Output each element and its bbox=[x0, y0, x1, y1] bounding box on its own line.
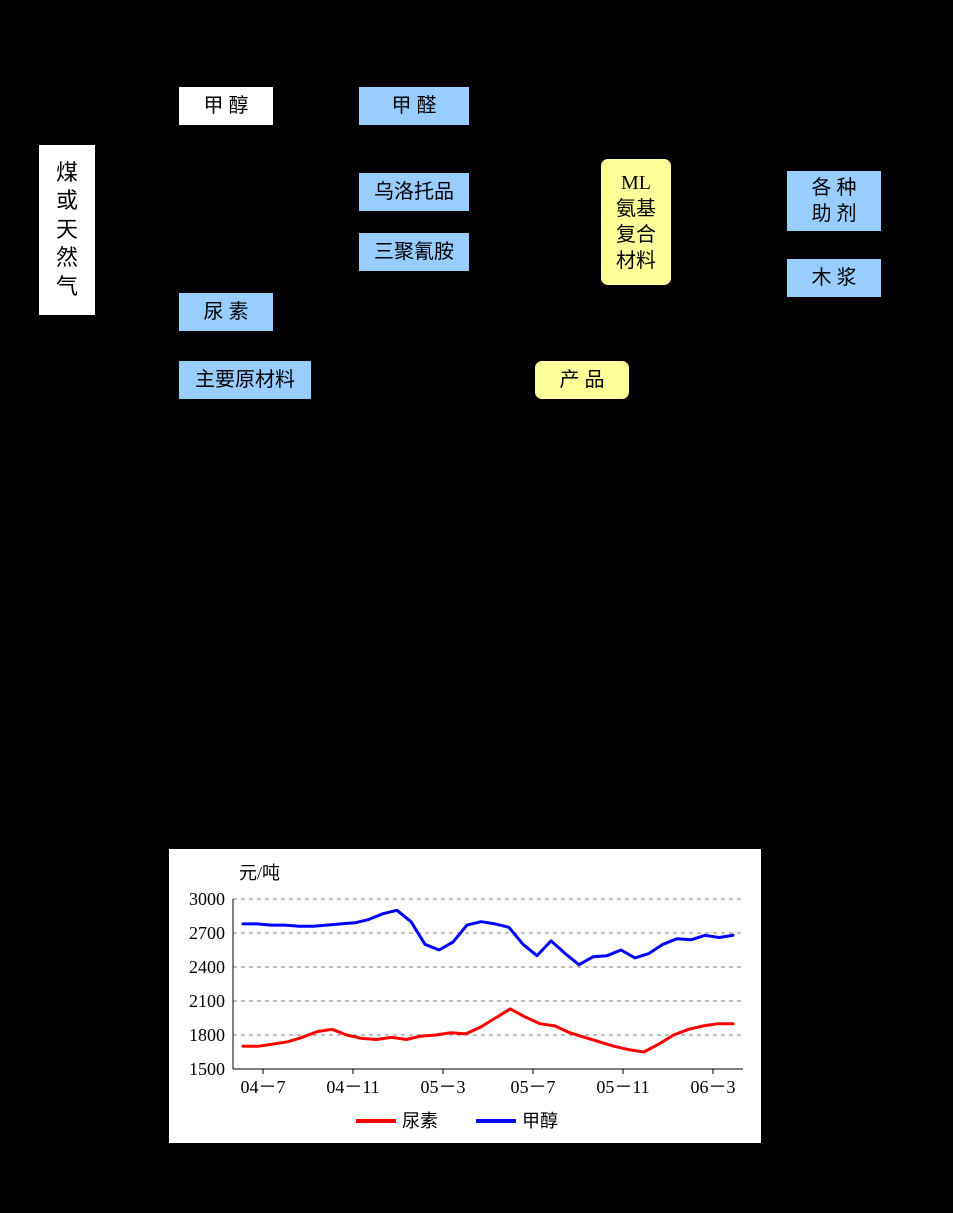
node-source: 煤或天然气 bbox=[38, 144, 96, 316]
node-sanju: 三聚氰胺 bbox=[358, 232, 470, 272]
node-mujiang: 木 浆 bbox=[786, 258, 882, 298]
node-urea: 尿 素 bbox=[178, 292, 274, 332]
chart-ytick-label: 3000 bbox=[189, 889, 225, 909]
chart-xtick-label: 05－11 bbox=[596, 1077, 649, 1097]
node-zhuji: 各 种 助 剂 bbox=[786, 170, 882, 232]
price-chart: 元/吨 1500 1800 2100 2400 2700 3000 04－7 04－11 05－3… bbox=[169, 849, 763, 1145]
chart-series-尿素 bbox=[243, 1009, 733, 1052]
node-ml: ML 氨基 复合 材料 bbox=[600, 158, 672, 286]
chart-ytick-label: 2400 bbox=[189, 957, 225, 977]
node-jiaquan: 甲 醛 bbox=[358, 86, 470, 126]
price-chart-panel: 元/吨 1500 1800 2100 2400 2700 3000 04－7 04－11 05－3… bbox=[168, 848, 762, 1144]
chart-ytick-label: 2700 bbox=[189, 923, 225, 943]
legend-label: 尿素 bbox=[402, 1111, 438, 1131]
chart-xtick-label: 06－3 bbox=[691, 1077, 736, 1097]
legend-label: 甲醇 bbox=[522, 1111, 558, 1131]
chart-xtick-label: 04－7 bbox=[241, 1077, 286, 1097]
chart-ytick-label: 1800 bbox=[189, 1025, 225, 1045]
chart-series-甲醇 bbox=[243, 910, 733, 964]
chart-ytick-label: 1500 bbox=[189, 1059, 225, 1079]
chart-ytick-label: 2100 bbox=[189, 991, 225, 1011]
node-rawmat: 主要原材料 bbox=[178, 360, 312, 400]
node-product: 产 品 bbox=[534, 360, 630, 400]
chart-xtick-label: 04－11 bbox=[326, 1077, 379, 1097]
node-methanol: 甲 醇 bbox=[178, 86, 274, 126]
node-wulo: 乌洛托品 bbox=[358, 172, 470, 212]
chart-xtick-label: 05－7 bbox=[511, 1077, 556, 1097]
chart-ylabel: 元/吨 bbox=[239, 863, 280, 883]
chart-xtick-label: 05－3 bbox=[421, 1077, 466, 1097]
